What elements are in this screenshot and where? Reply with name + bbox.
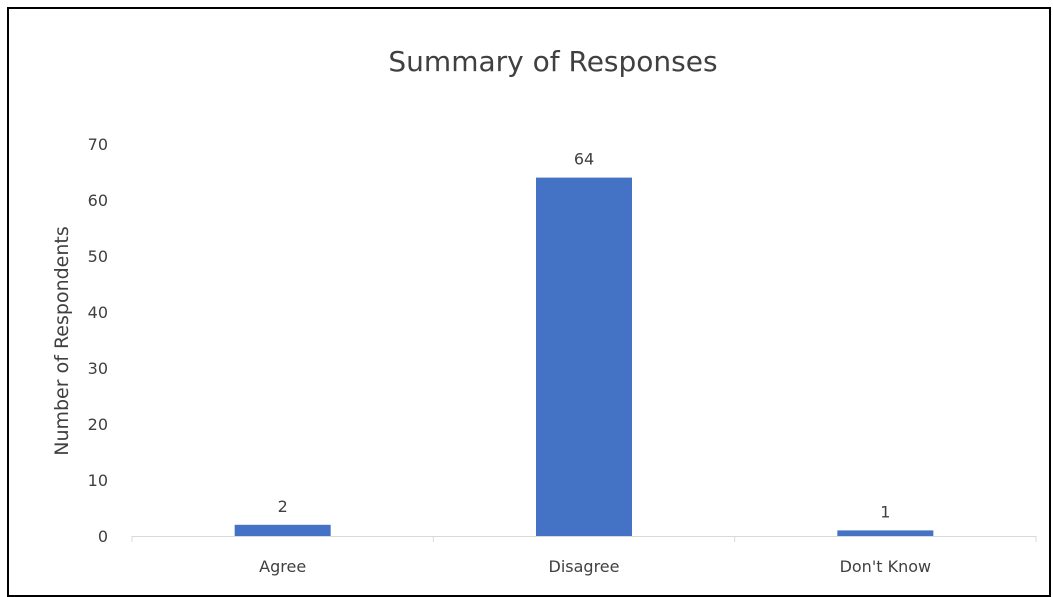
y-tick-label: 20: [88, 415, 108, 434]
y-axis-title: Number of Respondents: [51, 226, 73, 456]
y-tick-label: 10: [88, 471, 108, 490]
bar-chart: Summary of Responses Number of Responden…: [51, 45, 1037, 576]
y-tick-label: 70: [88, 135, 108, 154]
data-labels: 2 64 1: [278, 150, 891, 522]
x-category-label: Don't Know: [840, 557, 932, 576]
x-category-label: Agree: [259, 557, 306, 576]
data-label: 1: [880, 502, 890, 521]
bar: [536, 177, 632, 536]
y-axis-ticks: 0 10 20 30 40 50 60 70: [88, 135, 108, 546]
bar: [234, 524, 331, 536]
y-tick-label: 50: [88, 247, 108, 266]
bar: [837, 530, 934, 536]
x-category-label: Disagree: [549, 557, 620, 576]
data-label: 64: [574, 150, 594, 169]
bars: [234, 177, 934, 536]
y-tick-label: 60: [88, 191, 108, 210]
chart-frame: [7, 7, 1051, 597]
data-label: 2: [278, 497, 288, 516]
y-tick-label: 0: [98, 527, 108, 546]
chart-title: Summary of Responses: [388, 45, 717, 78]
y-tick-label: 30: [88, 359, 108, 378]
y-tick-label: 40: [88, 303, 108, 322]
x-axis: Agree Disagree Don't Know: [131, 536, 1037, 576]
